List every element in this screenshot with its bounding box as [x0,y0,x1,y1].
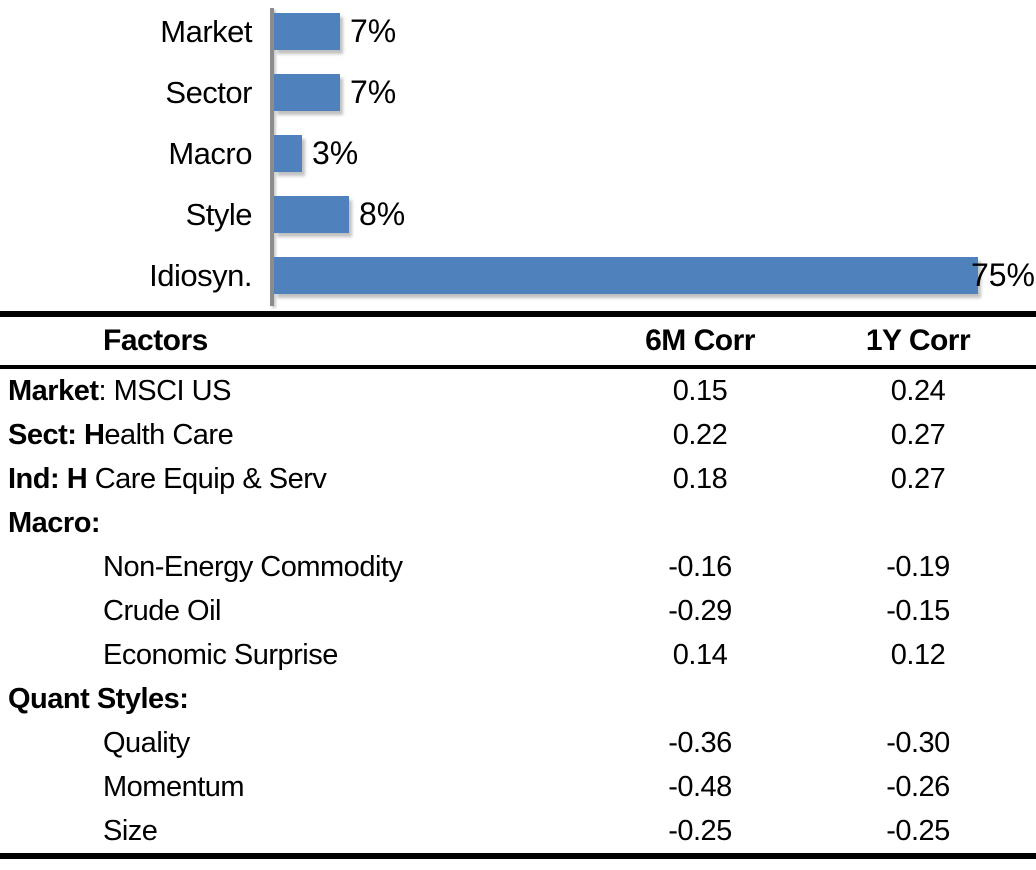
corr-1y-cell: 0.12 [890,638,946,671]
category-label-style: Style [185,197,253,232]
factor-name: Quality [103,726,190,759]
factor-name: Non-Energy Commodity [103,550,403,583]
corr-1y-cell [800,501,1036,545]
table-row: Quality -0.36 -0.30 [0,721,1036,765]
risk-decomposition-bar-chart: Market 7% Sector 7% Macro 3% Style 8% Idiosyn. 75… [0,0,1036,311]
factor-cell: Quality [0,721,600,765]
corr-6m-cell: -0.48 [668,770,732,803]
table-row: Economic Surprise 0.14 0.12 [0,633,1036,677]
table-row: Crude Oil -0.29 -0.15 [0,589,1036,633]
factor-name: Size [103,814,158,847]
table-header-row: Factors 6M Corr 1Y Corr [0,314,1036,369]
factor-name: Economic Surprise [103,638,338,671]
corr-6m-cell: -0.25 [668,814,732,847]
bar-market [274,13,340,50]
table-row: Size -0.25 -0.25 [0,809,1036,856]
factor-name: Momentum [103,770,245,803]
table-row: Market: MSCI US 0.15 0.24 [0,367,1036,413]
factor-cell: Momentum [0,765,600,809]
factor-name: : MSCI US [98,374,232,407]
table-row: Momentum -0.48 -0.26 [0,765,1036,809]
factor-prefix-bold: Macro: [8,506,101,539]
corr-1y-cell: 0.27 [890,462,946,495]
corr-6m-cell: 0.15 [672,374,728,407]
corr-1y-cell [800,677,1036,721]
factor-cell: Market: MSCI US [0,367,600,413]
factor-cell: Quant Styles: [0,677,600,721]
chart-vertical-axis-line [270,8,274,306]
value-label-sector: 7% [350,74,397,110]
corr-1y-cell: -0.25 [886,814,950,847]
bar-macro [274,135,302,172]
category-label-sector: Sector [165,75,252,110]
factor-name: Care Equip & Serv [87,462,327,495]
table-row: Ind: H Care Equip & Serv 0.18 0.27 [0,457,1036,501]
factor-prefix-bold: Quant Styles: [8,682,189,715]
value-label-idiosyn: 75% [970,257,1035,293]
column-header-1y-corr: 1Y Corr [800,314,1036,369]
bar-idiosyn [274,257,978,294]
factor-name: Crude Oil [103,594,222,627]
column-header-6m-corr: 6M Corr [600,314,800,369]
factor-cell: Crude Oil [0,589,600,633]
factor-cell: Ind: H Care Equip & Serv [0,457,600,501]
corr-1y-cell: -0.15 [886,594,950,627]
category-label-idiosyn: Idiosyn. [149,258,252,293]
factor-cell: Size [0,809,600,856]
corr-6m-cell [600,501,800,545]
corr-6m-cell: 0.18 [672,462,728,495]
table-row: Macro: [0,501,1036,545]
value-label-style: 8% [359,196,406,232]
corr-1y-cell: 0.24 [890,374,946,407]
corr-6m-cell: 0.14 [672,638,728,671]
value-label-market: 7% [350,13,397,49]
value-label-macro: 3% [312,135,359,171]
factor-cell: Sect: Health Care [0,413,600,457]
bar-sector [274,74,340,111]
corr-6m-cell: -0.16 [668,550,732,583]
table-row: Sect: Health Care 0.22 0.27 [0,413,1036,457]
corr-6m-cell: -0.36 [668,726,732,759]
factor-prefix-bold: Market [8,374,99,407]
factor-cell: Macro: [0,501,600,545]
corr-1y-cell: -0.30 [886,726,950,759]
factor-prefix-bold: Sect: H [8,418,105,451]
corr-6m-cell: 0.22 [672,418,728,451]
corr-1y-cell: -0.19 [886,550,950,583]
table-row: Non-Energy Commodity -0.16 -0.19 [0,545,1036,589]
factor-prefix-bold: Ind: H [8,462,88,495]
factor-correlation-table: Factors 6M Corr 1Y Corr Market: MSCI US 0… [0,311,1036,859]
corr-6m-cell [600,677,800,721]
corr-1y-cell: -0.26 [886,770,950,803]
bar-style [274,196,349,233]
correlation-table: Factors 6M Corr 1Y Corr Market: MSCI US 0… [0,311,1036,859]
corr-6m-cell: -0.29 [668,594,732,627]
factor-cell: Economic Surprise [0,633,600,677]
factor-cell: Non-Energy Commodity [0,545,600,589]
column-header-factors: Factors [0,314,600,369]
category-label-macro: Macro [168,136,252,171]
category-label-market: Market [160,14,252,49]
table-row: Quant Styles: [0,677,1036,721]
corr-1y-cell: 0.27 [890,418,946,451]
factor-name: ealth Care [104,418,234,451]
